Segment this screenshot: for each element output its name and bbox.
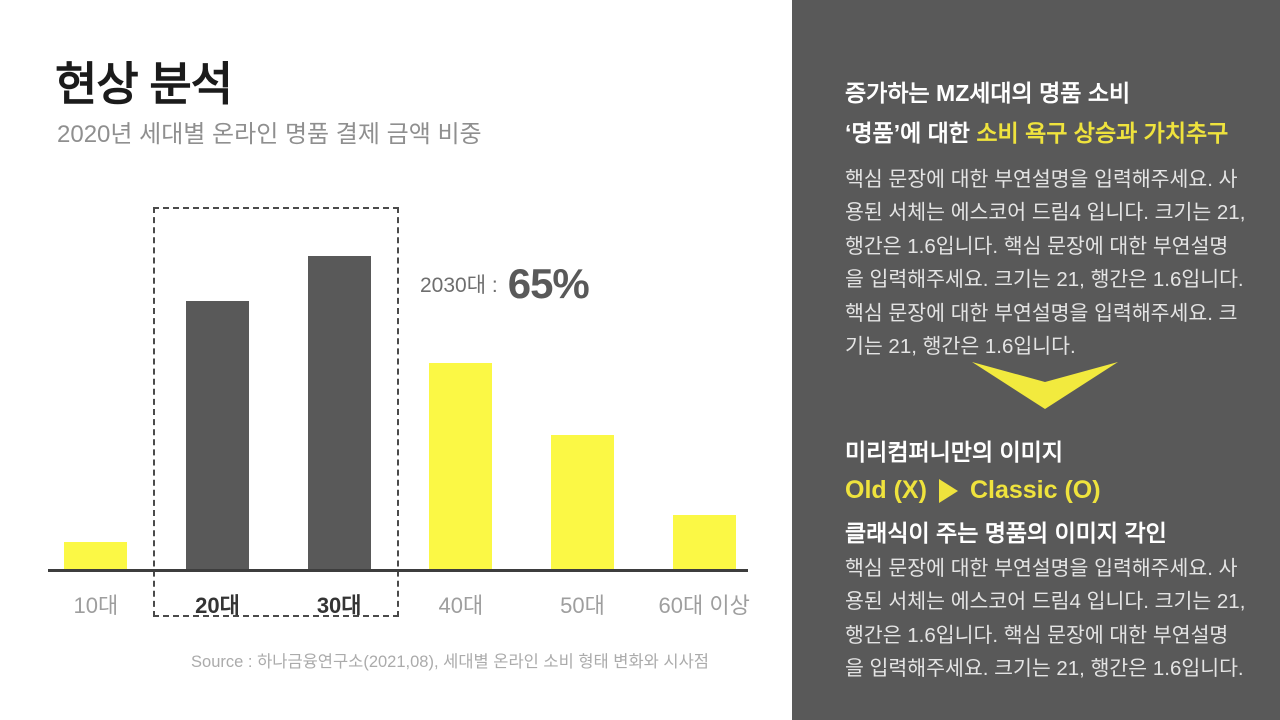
chart-panel: 현상 분석 2020년 세대별 온라인 명품 결제 금액 비중 10대 20대 30…	[35, 0, 765, 671]
page-title: 현상 분석	[55, 58, 233, 110]
insight-heading-line2-prefix: ‘명품’에 대한	[845, 119, 977, 146]
insight-body-para1: 핵심 문장에 대한 부연설명을 입력해주세요. 사용된 서체는 에스코어 드림4…	[845, 168, 1246, 292]
annotation-value: 65%	[507, 260, 590, 307]
right-triangle-icon	[938, 478, 958, 503]
bar-row	[35, 0, 765, 569]
highlight-dashed-box	[153, 207, 399, 617]
bar-chart: 10대 20대 30대 40대 50대 60대 이상 2030대 : 65%	[35, 0, 765, 620]
category-label: 30대	[316, 593, 362, 618]
chart-bar-4	[429, 363, 493, 569]
chart-bar-3	[307, 256, 371, 569]
chart-bar-1	[64, 542, 128, 569]
bar-slot	[157, 301, 279, 569]
chart-bar-6	[672, 515, 736, 569]
conclusion-body: 핵심 문장에 대한 부연설명을 입력해주세요. 사용된 서체는 에스코어 드림4…	[845, 557, 1246, 681]
bar-slot	[643, 515, 765, 569]
insight-heading: 증가하는 MZ세대의 명품 소비 ‘명품’에 대한 소비 욕구 상승과 가치추구	[845, 74, 1252, 153]
annotation-label: 2030대 :	[420, 274, 498, 297]
conclusion-line2: Old (X) Classic (O)	[845, 476, 1260, 505]
bar-slot	[278, 256, 400, 569]
insight-panel: 증가하는 MZ세대의 명품 소비 ‘명품’에 대한 소비 욕구 상승과 가치추구…	[792, 0, 1280, 720]
category-label: 50대	[560, 593, 605, 618]
down-arrow-icon	[972, 362, 1118, 409]
page-subtitle: 2020년 세대별 온라인 명품 결제 금액 비중	[57, 121, 482, 148]
category-label: 10대	[73, 593, 119, 618]
insight-body: 핵심 문장에 대한 부연설명을 입력해주세요. 사용된 서체는 에스코어 드림4…	[845, 163, 1247, 363]
chart-bar-5	[551, 435, 615, 569]
highlight-annotation: 2030대 : 65%	[420, 260, 590, 308]
conclusion-line1: 미리컴퍼니만의 이미지	[845, 439, 1063, 465]
bar-slot	[400, 363, 522, 569]
old-label: Old (X)	[845, 476, 927, 504]
bar-slot	[522, 435, 644, 569]
insight-heading-accent: 소비 욕구 상승과 가치추구	[976, 119, 1229, 146]
source-note: Source : 하나금융연구소(2021,08), 세대별 온라인 소비 형태…	[191, 653, 709, 671]
category-label-row: 10대 20대 30대 40대 50대 60대 이상	[35, 588, 765, 620]
conclusion-heading: 미리컴퍼니만의 이미지 Old (X) Classic (O) 클래식이 주는 …	[845, 433, 1260, 548]
category-label: 20대	[195, 593, 240, 618]
classic-label: Classic (O)	[969, 476, 1101, 504]
insight-body-para2: 핵심 문장에 대한 부연설명을 입력해주세요. 크기는 21, 행간은 1.6입…	[845, 301, 1238, 359]
category-label: 40대	[438, 593, 484, 618]
category-label: 60대 이상	[658, 593, 750, 618]
chart-bar-2	[186, 301, 249, 569]
bar-slot	[35, 542, 157, 569]
insight-heading-line1: 증가하는 MZ세대의 명품 소비	[845, 80, 1131, 106]
x-axis-line	[48, 569, 748, 572]
insight-heading-line2: ‘명품’에 대한 소비 욕구 상승과 가치추구	[845, 114, 1252, 154]
conclusion-line3: 클래식이 주는 명품의 이미지 각인	[845, 520, 1167, 546]
